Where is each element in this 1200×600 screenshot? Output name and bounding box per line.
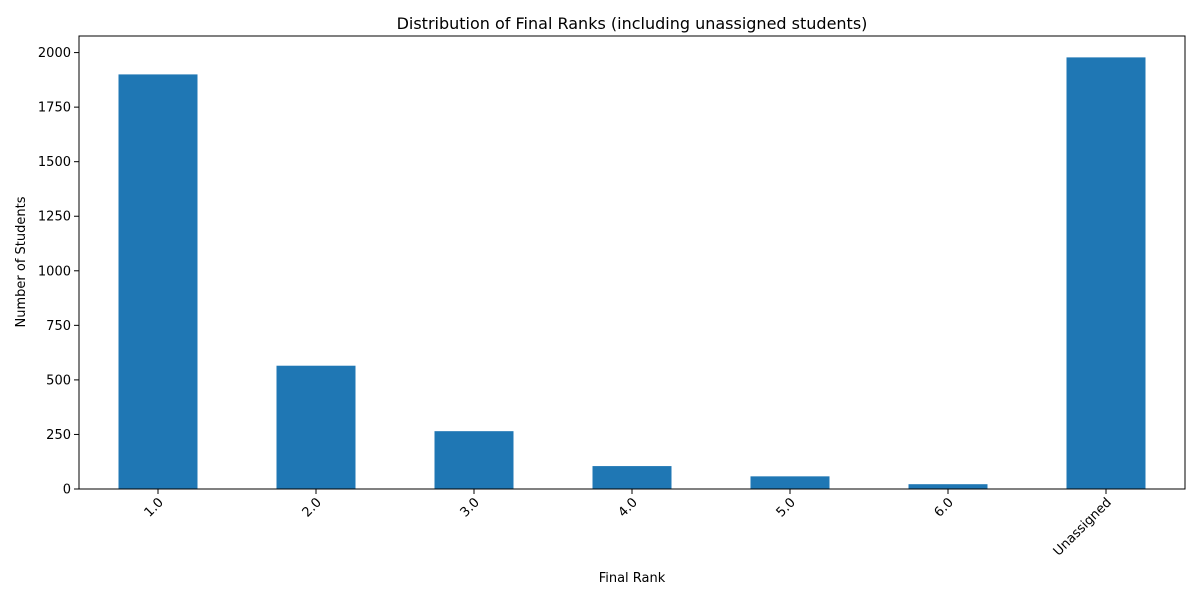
- y-axis: 0 250 500 750 1000 1250 1500 1750 2000: [38, 46, 79, 498]
- y-axis-label: Number of Students: [14, 196, 29, 327]
- plot-frame: [78, 35, 1186, 490]
- x-tick-label: 6.0: [932, 495, 957, 520]
- x-axis-label: Final Rank: [599, 571, 666, 586]
- y-tick-label: 500: [46, 373, 71, 388]
- y-tick-label: 250: [46, 428, 71, 443]
- x-tick-label: Unassigned: [1051, 495, 1115, 559]
- bar-4-0: [592, 466, 672, 489]
- y-tick-label: 1750: [38, 101, 71, 116]
- bar-2-0: [276, 365, 356, 489]
- bar-unassigned: [1066, 57, 1146, 489]
- x-tick-label: 5.0: [774, 495, 799, 520]
- x-tick-label: 3.0: [458, 495, 483, 520]
- bars: [118, 57, 1146, 489]
- y-tick-label: 1500: [38, 155, 71, 170]
- x-tick-label: 2.0: [300, 495, 325, 520]
- chart-title: Distribution of Final Ranks (including u…: [397, 14, 868, 33]
- bar-3-0: [434, 431, 514, 489]
- x-tick-label: 1.0: [142, 495, 167, 520]
- y-tick-label: 1250: [38, 210, 71, 225]
- bar-6-0: [908, 484, 988, 489]
- y-tick-label: 2000: [38, 46, 71, 61]
- bar-1-0: [118, 74, 198, 489]
- x-axis: 1.0 2.0 3.0 4.0 5.0 6.0 Unassigned: [142, 489, 1115, 559]
- y-tick-label: 0: [63, 483, 71, 498]
- bar-5-0: [750, 476, 830, 489]
- y-tick-label: 1000: [38, 264, 71, 279]
- x-tick-label: 4.0: [616, 495, 641, 520]
- y-tick-label: 750: [46, 319, 71, 334]
